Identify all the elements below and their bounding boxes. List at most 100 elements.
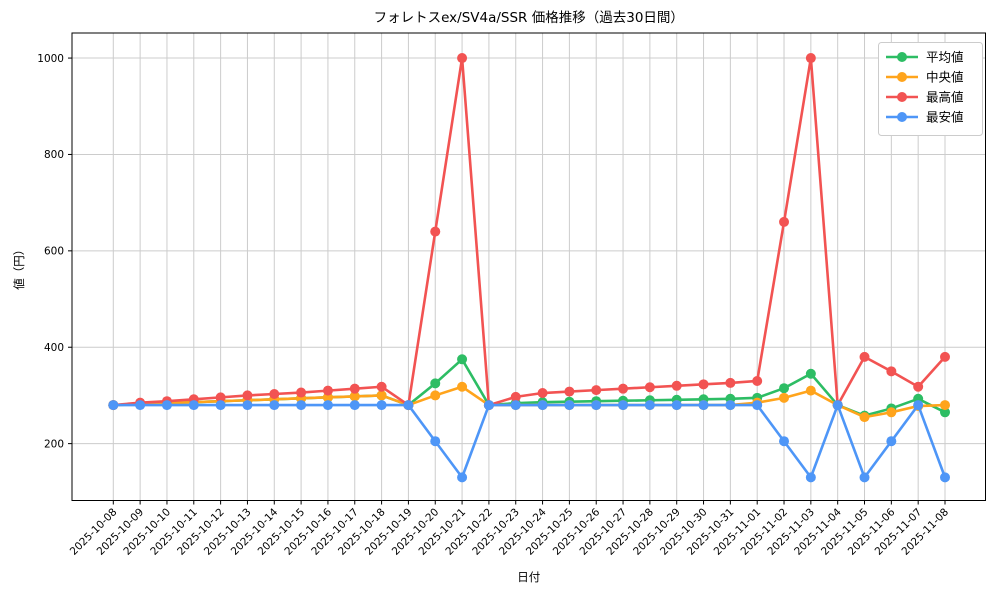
data-point-max <box>296 387 307 398</box>
data-point-median <box>430 390 441 401</box>
data-point-max <box>698 379 709 390</box>
data-point-max <box>779 216 790 227</box>
data-point-average <box>457 354 468 365</box>
legend-entry-average: 平均値 <box>886 49 964 64</box>
y-tick-label: 800 <box>44 149 64 161</box>
data-point-max <box>242 390 253 401</box>
legend-label-average: 平均値 <box>926 49 964 64</box>
legend-marker-min <box>897 112 907 122</box>
data-point-min <box>859 472 870 483</box>
y-tick-label: 600 <box>44 246 64 258</box>
plot-area <box>72 33 986 501</box>
data-point-average <box>805 368 816 379</box>
data-point-min <box>215 400 226 411</box>
series-min <box>108 400 950 483</box>
x-tick-labels: 2025-10-082025-10-092025-10-102025-10-11… <box>68 506 951 558</box>
y-tick-label: 1000 <box>37 53 64 65</box>
data-point-median <box>779 392 790 403</box>
data-point-max <box>725 377 736 388</box>
data-point-max <box>618 383 629 394</box>
tick-marks <box>68 57 946 505</box>
data-point-min <box>940 472 950 483</box>
data-point-median <box>457 381 468 392</box>
y-tick-label: 400 <box>44 342 64 354</box>
legend-label-median: 中央値 <box>926 69 964 84</box>
data-point-min <box>886 436 897 447</box>
data-point-median <box>349 391 360 402</box>
data-point-min <box>296 400 307 411</box>
legend-marker-average <box>897 52 907 62</box>
legend-entry-median: 中央値 <box>886 69 964 84</box>
legend-entry-min: 最安値 <box>886 109 964 124</box>
data-point-max <box>269 388 280 399</box>
data-point-min <box>805 472 816 483</box>
data-point-median <box>940 400 950 411</box>
legend-label-min: 最安値 <box>926 109 964 124</box>
data-point-min <box>591 400 602 411</box>
data-point-max <box>430 226 441 237</box>
data-point-min <box>349 400 360 411</box>
data-point-min <box>698 400 709 411</box>
data-point-min <box>135 400 146 411</box>
data-point-average <box>940 407 950 418</box>
y-tick-labels: 200 400 600 800 1000 <box>37 53 64 451</box>
data-point-max <box>940 351 950 362</box>
data-point-min <box>457 472 468 483</box>
data-point-min <box>322 400 333 411</box>
data-point-min <box>430 436 441 447</box>
data-point-min <box>188 400 199 411</box>
data-point-min <box>269 400 280 411</box>
data-point-min <box>483 400 494 411</box>
data-point-min <box>403 400 414 411</box>
data-point-max <box>644 382 655 393</box>
data-point-min <box>537 400 548 411</box>
gridlines <box>72 33 986 501</box>
legend-label-max: 最高値 <box>926 89 964 104</box>
data-point-max <box>510 391 521 402</box>
data-point-median <box>376 390 387 401</box>
data-point-average <box>779 383 790 394</box>
data-point-min <box>779 436 790 447</box>
data-point-max <box>805 53 816 64</box>
data-point-min <box>832 400 843 411</box>
chart-title: フォレトスex/SV4a/SSR 価格推移（過去30日間） <box>374 10 684 26</box>
data-point-max <box>752 375 763 386</box>
data-point-max <box>591 385 602 396</box>
data-point-median <box>859 412 870 423</box>
data-point-max <box>886 366 897 377</box>
data-point-min <box>725 400 736 411</box>
y-axis-label: 値（円） <box>12 244 26 290</box>
data-point-max <box>322 385 333 396</box>
data-point-min <box>376 400 387 411</box>
data-point-min <box>161 400 172 411</box>
data-point-min <box>564 400 575 411</box>
data-point-max <box>913 381 924 392</box>
data-point-min <box>671 400 682 411</box>
data-point-min <box>108 400 119 411</box>
data-point-max <box>859 351 870 362</box>
legend-box <box>878 42 983 136</box>
data-point-median <box>886 407 897 418</box>
data-point-average <box>430 378 441 389</box>
data-point-max <box>376 381 387 392</box>
data-point-max <box>457 53 468 64</box>
data-point-min <box>913 400 924 411</box>
data-point-min <box>644 400 655 411</box>
data-point-median <box>805 385 816 396</box>
legend-marker-median <box>897 72 907 82</box>
legend-marker-max <box>897 92 907 102</box>
data-point-min <box>618 400 629 411</box>
data-point-min <box>752 400 763 411</box>
data-point-max <box>671 380 682 391</box>
data-point-min <box>510 400 521 411</box>
data-point-max <box>537 388 548 399</box>
data-point-max <box>564 386 575 397</box>
data-point-min <box>242 400 253 411</box>
x-axis-label: 日付 <box>517 570 540 584</box>
axes-spines <box>71 32 986 501</box>
data-point-max <box>349 383 360 394</box>
y-tick-label: 200 <box>44 438 64 450</box>
